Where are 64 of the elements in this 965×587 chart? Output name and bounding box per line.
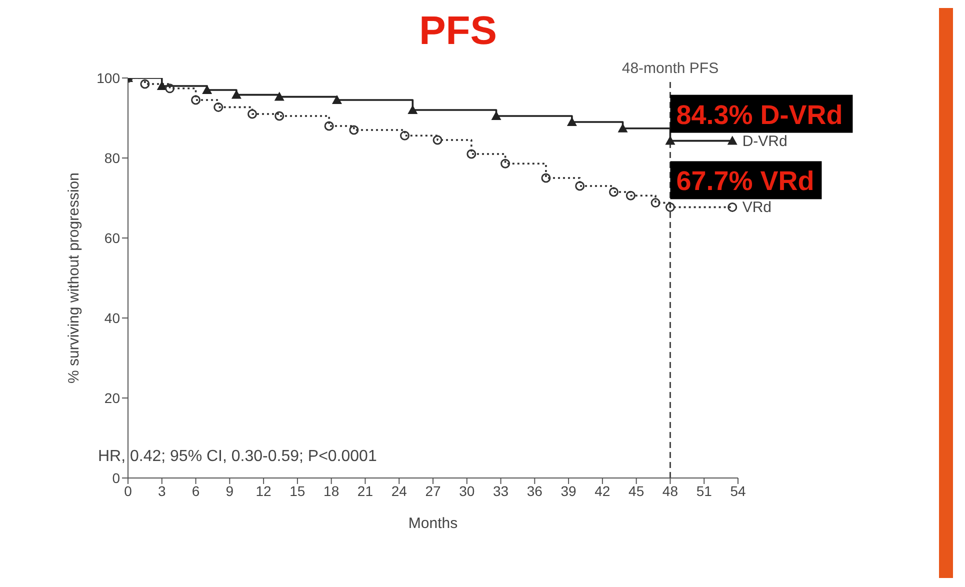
point xyxy=(400,130,410,140)
y-tick-label: 100 xyxy=(96,70,120,86)
point xyxy=(231,90,242,99)
point xyxy=(332,95,342,104)
point xyxy=(500,158,510,168)
series-label: D-VRd xyxy=(742,132,788,150)
x-tick-label: 54 xyxy=(730,482,746,499)
annotation: 84.3% D-VRd xyxy=(676,100,843,130)
point xyxy=(408,105,418,114)
chart-title: PFS xyxy=(418,8,498,54)
point xyxy=(650,198,660,208)
point xyxy=(665,202,675,212)
point xyxy=(727,136,738,145)
x-tick-label: 42 xyxy=(594,482,610,499)
point xyxy=(324,121,334,131)
x-tick-label: 12 xyxy=(256,482,272,499)
x-tick-label: 6 xyxy=(192,482,200,499)
x-tick-label: 30 xyxy=(459,482,475,499)
point xyxy=(432,135,442,145)
x-tick-label: 39 xyxy=(560,482,577,499)
x-tick-label: 48 xyxy=(662,482,678,499)
x-tick-label: 0 xyxy=(124,482,132,499)
point xyxy=(466,149,476,159)
x-tick-label: 51 xyxy=(696,482,712,499)
y-tick-label: 40 xyxy=(104,310,120,326)
annotation: 67.7% VRd xyxy=(676,166,814,196)
point xyxy=(165,84,175,94)
point xyxy=(214,102,224,112)
y-axis-title: % surviving without progression xyxy=(65,172,82,384)
point xyxy=(156,81,167,90)
x-tick-label: 21 xyxy=(357,482,374,499)
point xyxy=(202,85,212,94)
x-tick-label: 9 xyxy=(226,482,234,499)
point xyxy=(274,111,284,121)
x-axis-title: Months xyxy=(408,515,458,532)
y-tick-label: 60 xyxy=(104,230,120,246)
x-tick-label: 3 xyxy=(158,482,166,499)
ref-line-label: 48-month PFS xyxy=(622,60,719,77)
point xyxy=(626,190,636,200)
y-tick-label: 80 xyxy=(104,150,120,166)
point xyxy=(566,117,577,126)
x-tick-label: 33 xyxy=(492,482,509,499)
x-tick-label: 24 xyxy=(391,482,408,499)
point xyxy=(274,92,284,101)
point xyxy=(728,202,738,212)
x-tick-label: 18 xyxy=(324,482,340,499)
x-tick-label: 45 xyxy=(628,482,644,499)
point xyxy=(608,187,618,197)
x-tick-label: 27 xyxy=(425,482,441,499)
y-tick-label: 20 xyxy=(104,390,120,406)
point xyxy=(618,123,628,132)
point xyxy=(248,109,258,119)
x-tick-label: 15 xyxy=(290,482,306,499)
point xyxy=(575,181,585,191)
x-tick-label: 36 xyxy=(526,482,543,499)
point xyxy=(541,173,551,183)
point xyxy=(191,95,201,105)
point xyxy=(349,125,359,135)
annotation: HR, 0.42; 95% CI, 0.30-0.59; P<0.0001 xyxy=(98,448,377,466)
point xyxy=(665,136,676,145)
series-label: VRd xyxy=(742,199,772,216)
point xyxy=(140,79,150,89)
y-tick-label: 0 xyxy=(112,470,120,486)
point xyxy=(491,111,502,120)
